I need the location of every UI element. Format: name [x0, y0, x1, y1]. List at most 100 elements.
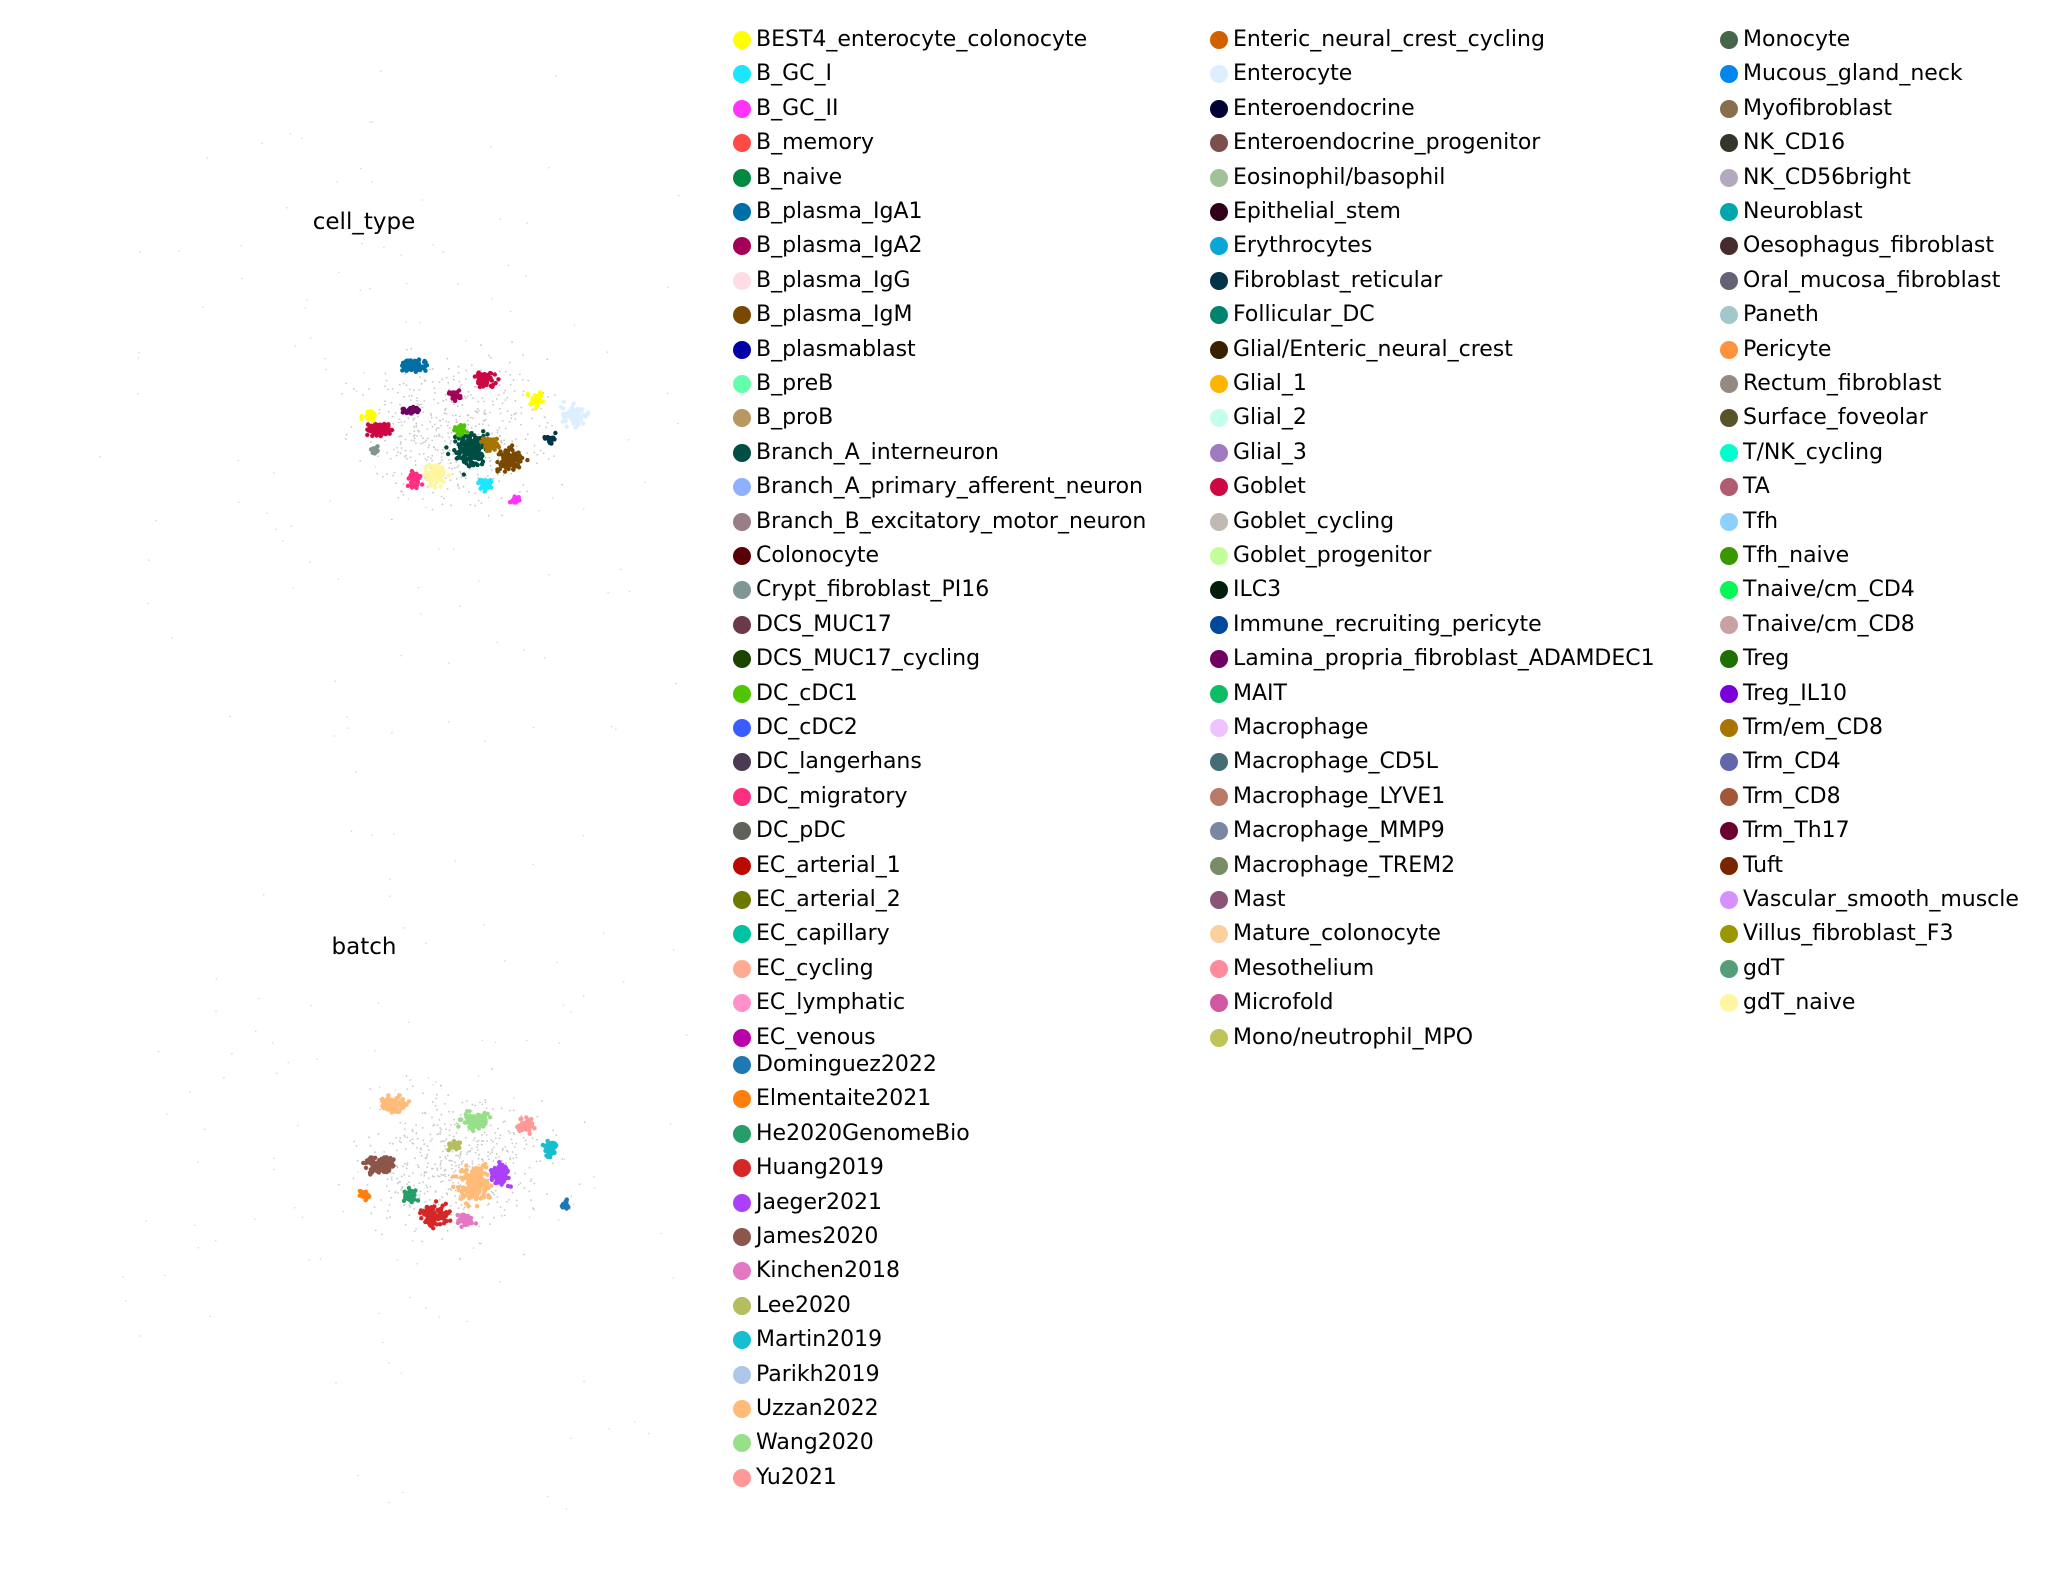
halo-point	[461, 404, 464, 406]
legend-entry: Parikh2019	[733, 1360, 880, 1390]
legend-entry: Surface_foveolar	[1720, 403, 1928, 433]
background-point	[241, 277, 243, 280]
halo-point	[495, 398, 498, 400]
halo-point	[345, 438, 347, 440]
halo-point	[553, 394, 556, 396]
legend-marker	[733, 1262, 751, 1281]
background-point	[644, 481, 646, 484]
cluster-point	[480, 1178, 485, 1184]
legend-entry: He2020GenomeBio	[733, 1119, 970, 1149]
legend-marker	[1210, 822, 1228, 841]
background-point	[281, 540, 284, 542]
cluster-point	[404, 1102, 409, 1107]
cluster-point	[447, 1209, 452, 1214]
cluster-point	[510, 448, 515, 453]
legend-label: Glial_1	[1233, 371, 1307, 396]
legend-marker	[733, 650, 751, 669]
halo-point	[430, 414, 433, 417]
halo-point	[386, 1217, 388, 1220]
background-point	[570, 1011, 572, 1013]
halo-point	[443, 412, 446, 415]
halo-point	[457, 464, 460, 467]
background-point	[275, 1072, 278, 1075]
halo-point	[440, 452, 443, 455]
halo-point	[436, 1124, 439, 1127]
halo-point	[421, 406, 424, 409]
cluster-point	[402, 1189, 407, 1194]
halo-point	[423, 1207, 425, 1210]
cluster-point	[372, 426, 378, 432]
background-point	[271, 1042, 274, 1044]
cluster-point	[386, 422, 391, 427]
cluster-point	[460, 436, 466, 441]
background-point	[363, 372, 365, 374]
background-point	[360, 167, 362, 170]
background-point	[419, 613, 422, 615]
halo-point	[505, 371, 507, 373]
background-point	[197, 1246, 200, 1249]
cluster-point	[450, 392, 455, 397]
background-point	[594, 1187, 596, 1189]
halo-point	[460, 1151, 463, 1153]
legend-label: Trm_Th17	[1743, 818, 1850, 844]
background-point	[355, 390, 358, 393]
halo-point	[511, 1191, 514, 1194]
halo-point	[379, 1108, 381, 1111]
halo-point	[455, 1132, 458, 1134]
background-point	[403, 927, 405, 929]
cluster-point	[519, 1124, 524, 1129]
halo-point	[477, 499, 480, 502]
halo-point	[440, 1084, 442, 1087]
cluster-point	[460, 1219, 466, 1224]
legend-entry: Enteric_neural_crest_cycling	[1210, 25, 1545, 55]
halo-point	[416, 415, 419, 418]
cluster-point	[451, 1184, 456, 1190]
background-point	[370, 834, 373, 836]
halo-point	[429, 1140, 432, 1142]
halo-point	[489, 1152, 492, 1155]
background-point	[257, 997, 260, 1000]
legend-label: EC_arterial_2	[756, 887, 901, 912]
background-point	[237, 459, 240, 462]
cluster-point	[407, 409, 412, 414]
halo-point	[459, 1152, 462, 1155]
legend-marker	[733, 65, 751, 84]
legend-entry: Glial_1	[1210, 369, 1307, 399]
halo-point	[362, 394, 364, 396]
halo-point	[423, 1143, 426, 1146]
halo-point	[552, 1129, 554, 1132]
halo-point	[504, 427, 507, 430]
legend-label: Elmentaite2021	[756, 1086, 932, 1112]
halo-point	[414, 464, 417, 466]
halo-point	[467, 419, 469, 422]
background-point	[138, 1335, 141, 1337]
background-point	[454, 860, 456, 862]
cluster-point	[464, 1168, 469, 1173]
halo-point	[436, 1169, 439, 1172]
umap-panels: cell_type batch	[99, 70, 688, 1510]
halo-point	[530, 1199, 532, 1202]
cluster-point	[423, 472, 428, 477]
halo-point	[415, 424, 418, 427]
halo-point	[502, 474, 505, 476]
legend-marker	[1720, 99, 1738, 118]
legend-entry: B_preB	[733, 369, 833, 399]
legend-entry: Goblet_cycling	[1210, 507, 1394, 537]
background-point	[647, 1432, 650, 1435]
halo-point	[503, 443, 506, 445]
legend-marker	[733, 753, 751, 772]
background-point	[666, 392, 669, 395]
halo-point	[408, 1175, 411, 1177]
halo-point	[413, 435, 415, 438]
cluster-point	[580, 421, 586, 426]
cluster-point	[444, 445, 449, 450]
background-point	[349, 233, 352, 236]
cluster-point	[457, 1117, 463, 1122]
background-point	[231, 1052, 233, 1055]
background-point	[432, 244, 435, 246]
halo-point	[448, 449, 451, 452]
halo-point	[520, 412, 523, 415]
halo-point	[496, 431, 499, 434]
halo-point	[338, 1183, 340, 1186]
legend-marker	[733, 134, 751, 153]
